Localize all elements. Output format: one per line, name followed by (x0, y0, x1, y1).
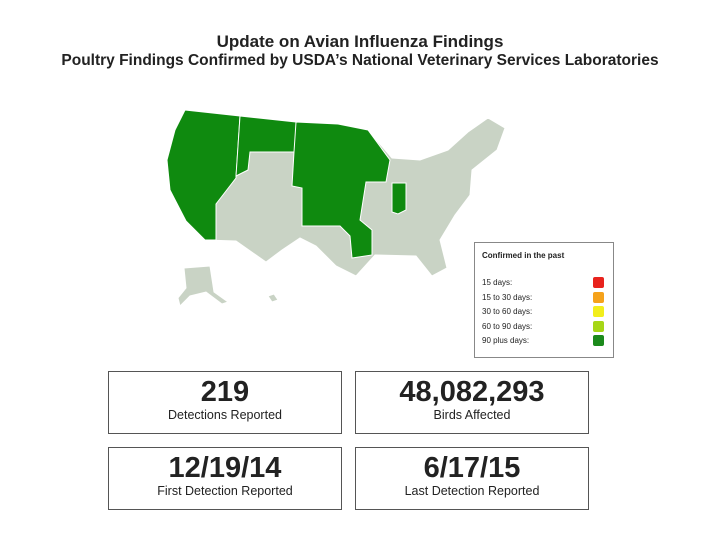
legend-swatch (593, 291, 604, 303)
legend-swatch (593, 335, 604, 346)
stat-card: 219 Detections Reported (108, 371, 342, 434)
stat-card: 6/17/15 Last Detection Reported (355, 447, 589, 510)
stat-label: Detections Reported (168, 408, 282, 422)
legend-swatch (593, 320, 604, 332)
legend-item: 15 days: (482, 277, 606, 290)
legend-label: 90 plus days: (482, 336, 530, 345)
legend: Confirmed in the past 15 days: 15 to 30 d… (474, 242, 614, 358)
legend-item: 90 plus days: (482, 335, 606, 348)
alaska (177, 265, 230, 307)
stat-value: 48,082,293 (399, 376, 545, 408)
legend-swatch (593, 306, 604, 317)
stat-value: 12/19/14 (168, 452, 282, 484)
stat-label: First Detection Reported (157, 484, 293, 498)
legend-label: 30 to 60 days: (482, 307, 533, 316)
legend-item: 15 to 30 days: (482, 291, 606, 305)
legend-title: Confirmed in the past (482, 251, 565, 260)
legend-label: 15 days: (482, 278, 513, 287)
legend-item: 60 to 90 days: (482, 320, 606, 334)
indiana (391, 182, 407, 215)
stat-value: 219 (200, 376, 250, 408)
stat-card: 12/19/14 First Detection Reported (108, 447, 342, 510)
subtitle: Poultry Findings Confirmed by USDA’s Nat… (61, 52, 659, 69)
hawaii (267, 293, 279, 303)
title: Update on Avian Influenza Findings (216, 32, 504, 51)
midwest-states (291, 121, 391, 259)
legend-label: 60 to 90 days: (482, 321, 533, 331)
legend-item: 30 to 60 days: (482, 306, 606, 319)
legend-label: 15 to 30 days: (482, 292, 533, 302)
legend-swatch (593, 277, 604, 288)
stat-card: 48,082,293 Birds Affected (355, 371, 589, 434)
us-map (166, 109, 506, 307)
stat-label: Birds Affected (433, 408, 511, 422)
stat-value: 6/17/15 (423, 452, 521, 484)
stat-label: Last Detection Reported (404, 484, 540, 498)
